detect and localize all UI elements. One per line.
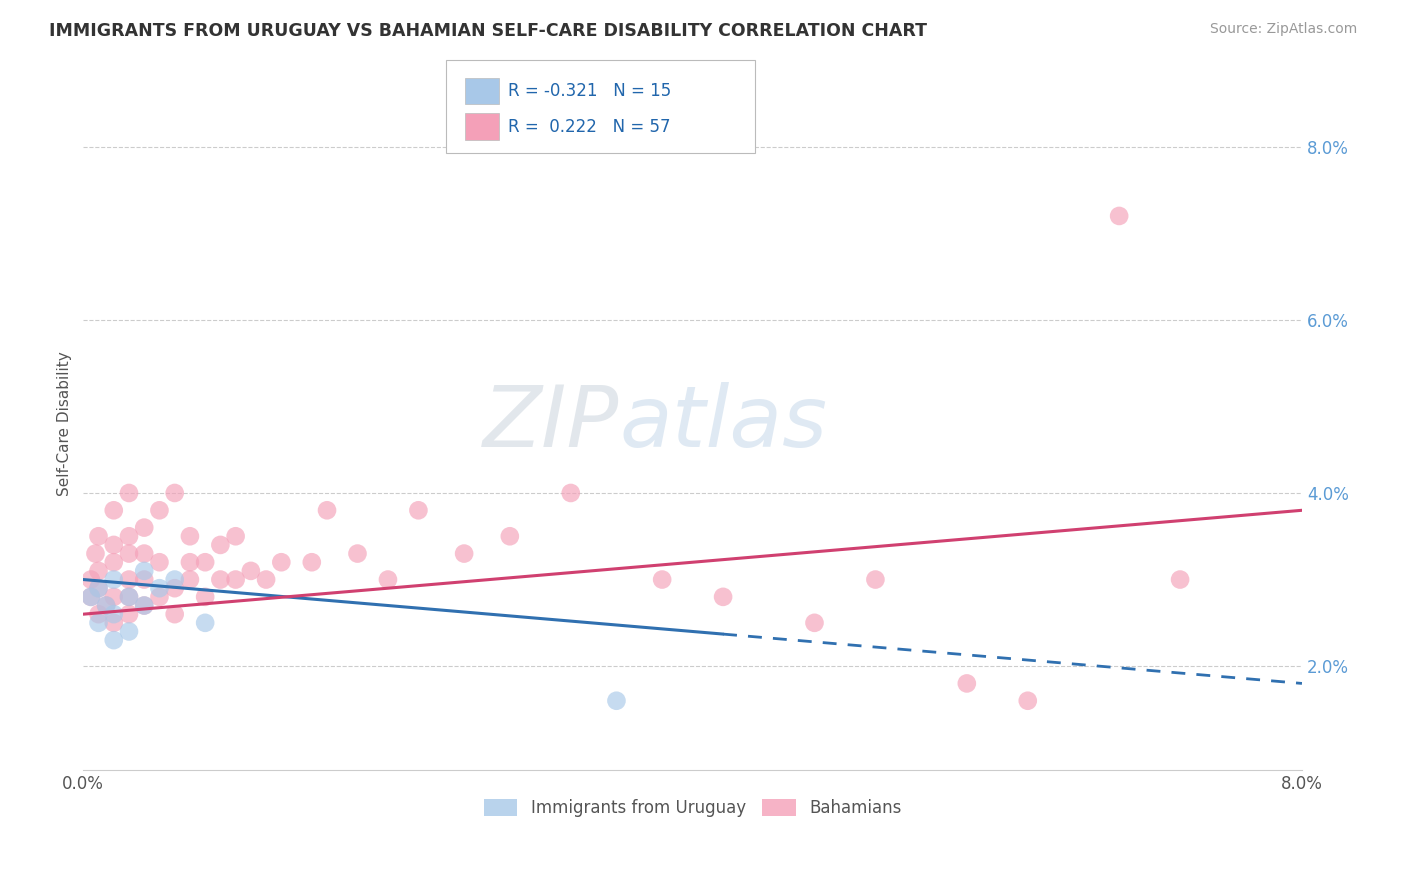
Legend: Immigrants from Uruguay, Bahamians: Immigrants from Uruguay, Bahamians [477, 792, 908, 824]
Point [560, 486, 582, 500]
Point [103, 555, 125, 569]
Point [103, 538, 125, 552]
Point [270, 555, 292, 569]
Point [103, 633, 125, 648]
Point [118, 529, 141, 543]
Point [346, 547, 368, 561]
Point [118, 607, 141, 622]
Point [103, 607, 125, 622]
Point [254, 573, 277, 587]
Point [103, 615, 125, 630]
Point [651, 573, 673, 587]
Point [163, 581, 186, 595]
Point [499, 529, 522, 543]
Point [865, 573, 887, 587]
Point [118, 624, 141, 639]
Point [134, 573, 156, 587]
Text: Source: ZipAtlas.com: Source: ZipAtlas.com [1209, 22, 1357, 37]
Point [163, 573, 186, 587]
Point [148, 581, 170, 595]
Point [87, 607, 110, 622]
Point [209, 538, 232, 552]
Point [103, 590, 125, 604]
Point [225, 573, 247, 587]
Point [118, 573, 141, 587]
Point [87, 581, 110, 595]
Y-axis label: Self-Care Disability: Self-Care Disability [58, 351, 72, 496]
Point [377, 573, 399, 587]
Point [316, 503, 339, 517]
Point [87, 581, 110, 595]
Point [956, 676, 979, 690]
Point [148, 590, 170, 604]
Point [134, 564, 156, 578]
Point [179, 573, 201, 587]
Point [87, 529, 110, 543]
Point [94, 599, 117, 613]
Point [711, 590, 734, 604]
Point [80, 573, 103, 587]
Point [408, 503, 430, 517]
Point [179, 555, 201, 569]
Point [134, 547, 156, 561]
Point [87, 564, 110, 578]
Point [103, 573, 125, 587]
Point [194, 615, 217, 630]
Point [118, 486, 141, 500]
Point [194, 590, 217, 604]
Point [301, 555, 323, 569]
Point [163, 486, 186, 500]
Point [605, 694, 627, 708]
Point [94, 599, 117, 613]
Text: IMMIGRANTS FROM URUGUAY VS BAHAMIAN SELF-CARE DISABILITY CORRELATION CHART: IMMIGRANTS FROM URUGUAY VS BAHAMIAN SELF… [49, 22, 927, 40]
Text: ZIP: ZIP [484, 382, 620, 466]
Point [194, 555, 217, 569]
Point [453, 547, 475, 561]
Point [148, 503, 170, 517]
Point [80, 590, 103, 604]
Point [118, 590, 141, 604]
Text: atlas: atlas [620, 382, 828, 466]
Point [134, 599, 156, 613]
Point [80, 590, 103, 604]
Point [163, 607, 186, 622]
Point [225, 529, 247, 543]
Point [118, 547, 141, 561]
Point [239, 564, 262, 578]
Point [134, 599, 156, 613]
Text: R =  0.222   N = 57: R = 0.222 N = 57 [508, 118, 671, 136]
Point [87, 615, 110, 630]
Point [803, 615, 825, 630]
Point [103, 503, 125, 517]
Point [1108, 209, 1130, 223]
Point [179, 529, 201, 543]
Text: R = -0.321   N = 15: R = -0.321 N = 15 [508, 82, 671, 100]
Point [148, 555, 170, 569]
Point [84, 547, 107, 561]
Point [1017, 694, 1039, 708]
Point [134, 520, 156, 534]
Point [1168, 573, 1191, 587]
Point [209, 573, 232, 587]
Point [118, 590, 141, 604]
